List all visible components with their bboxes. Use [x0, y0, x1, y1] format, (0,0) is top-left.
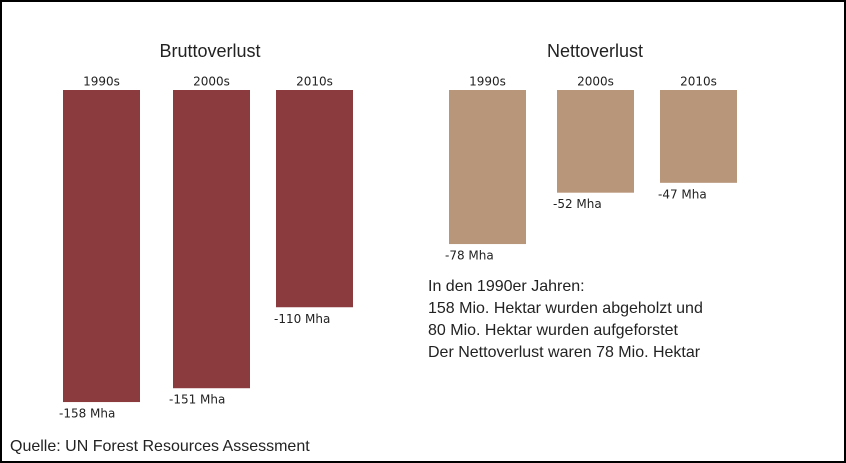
value-label: -158 Mha — [59, 407, 115, 421]
annotation: Der Nettoverlust waren 78 Mio. Hektar — [428, 344, 701, 361]
annotation: In den 1990er Jahren: — [428, 278, 585, 295]
category-label: 2010s — [680, 75, 717, 89]
value-label: -78 Mha — [445, 249, 494, 263]
value-label: -110 Mha — [274, 312, 330, 326]
bar — [63, 90, 140, 403]
bar — [276, 90, 353, 308]
value-label: -151 Mha — [169, 393, 225, 407]
category-label: 1990s — [83, 75, 120, 89]
category-label: 2000s — [193, 75, 230, 89]
bar — [557, 90, 634, 193]
category-label: 2000s — [577, 75, 614, 89]
source: Quelle: UN Forest Resources Assessment — [10, 438, 310, 455]
value-label: -52 Mha — [553, 197, 602, 211]
bar — [449, 90, 526, 245]
bar — [173, 90, 250, 389]
bar — [660, 90, 737, 183]
chart-title: Bruttoverlust — [159, 41, 260, 61]
value-label: -47 Mha — [658, 187, 707, 201]
annotation: 80 Mio. Hektar wurden aufgeforstet — [428, 322, 678, 339]
category-label: 1990s — [469, 75, 506, 89]
category-label: 2010s — [296, 75, 333, 89]
chart-title: Nettoverlust — [547, 41, 643, 61]
annotation: 158 Mio. Hektar wurden abgeholzt und — [428, 300, 703, 317]
